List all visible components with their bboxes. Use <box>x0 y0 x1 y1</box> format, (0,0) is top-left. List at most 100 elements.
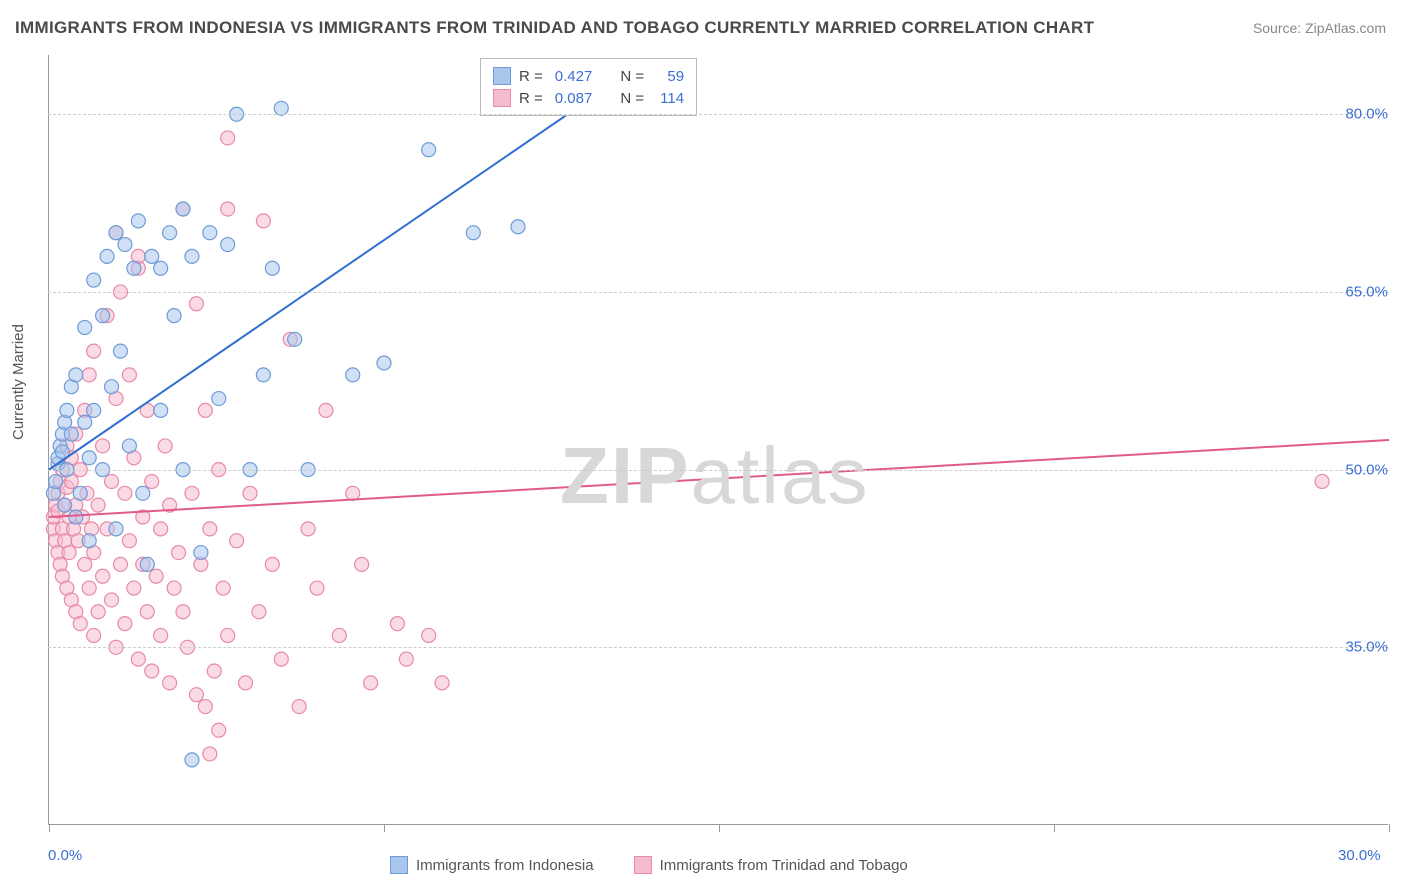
data-point <box>265 261 279 275</box>
data-point <box>69 510 83 524</box>
data-point <box>207 664 221 678</box>
data-point <box>60 403 74 417</box>
xtick-mark <box>49 824 50 832</box>
data-point <box>216 581 230 595</box>
data-point <box>109 522 123 536</box>
gridline-h <box>48 292 1388 293</box>
data-point <box>82 368 96 382</box>
data-point <box>198 700 212 714</box>
data-point <box>355 557 369 571</box>
data-point <box>189 688 203 702</box>
data-point <box>332 628 346 642</box>
xtick-mark <box>384 824 385 832</box>
data-point <box>194 546 208 560</box>
data-point <box>203 226 217 240</box>
data-point <box>87 273 101 287</box>
data-point <box>118 238 132 252</box>
data-point <box>435 676 449 690</box>
data-point <box>73 617 87 631</box>
data-point <box>212 723 226 737</box>
gridline-h <box>48 114 1388 115</box>
data-point <box>64 427 78 441</box>
data-point <box>145 664 159 678</box>
data-point <box>96 569 110 583</box>
data-point <box>118 617 132 631</box>
data-point <box>256 214 270 228</box>
data-point <box>172 546 186 560</box>
xtick-mark <box>719 824 720 832</box>
data-point <box>203 522 217 536</box>
data-point <box>163 676 177 690</box>
legend-n-value: 114 <box>656 90 684 107</box>
ytick-label: 80.0% <box>1345 106 1388 123</box>
data-point <box>58 498 72 512</box>
data-point <box>96 309 110 323</box>
data-point <box>346 486 360 500</box>
data-point <box>105 474 119 488</box>
data-point <box>176 202 190 216</box>
trend-line <box>49 440 1389 517</box>
legend-n-label: N = <box>620 90 644 107</box>
data-point <box>91 605 105 619</box>
data-point <box>118 486 132 500</box>
data-point <box>131 214 145 228</box>
gridline-h <box>48 647 1388 648</box>
data-point <box>185 249 199 263</box>
legend-swatch <box>493 89 511 107</box>
data-point <box>140 557 154 571</box>
data-point <box>131 652 145 666</box>
data-point <box>105 593 119 607</box>
data-point <box>466 226 480 240</box>
data-point <box>422 628 436 642</box>
data-point <box>511 220 525 234</box>
data-point <box>198 403 212 417</box>
data-point <box>221 131 235 145</box>
data-point <box>265 557 279 571</box>
data-point <box>122 368 136 382</box>
data-point <box>185 753 199 767</box>
data-point <box>96 439 110 453</box>
scatter-svg <box>49 55 1388 824</box>
data-point <box>82 581 96 595</box>
xtick-label: 30.0% <box>1338 847 1381 864</box>
legend-item: Immigrants from Trinidad and Tobago <box>634 856 908 874</box>
data-point <box>167 309 181 323</box>
data-point <box>105 380 119 394</box>
legend-swatch <box>390 856 408 874</box>
data-point <box>310 581 324 595</box>
data-point <box>122 439 136 453</box>
data-point <box>364 676 378 690</box>
data-point <box>243 486 257 500</box>
plot-area <box>48 55 1388 825</box>
data-point <box>399 652 413 666</box>
legend-stat-row: R =0.427N =59 <box>493 65 684 87</box>
legend-r-label: R = <box>519 68 543 85</box>
xtick-mark <box>1389 824 1390 832</box>
data-point <box>176 605 190 619</box>
data-point <box>122 534 136 548</box>
ytick-label: 50.0% <box>1345 461 1388 478</box>
data-point <box>145 249 159 263</box>
data-point <box>154 403 168 417</box>
legend-series-name: Immigrants from Indonesia <box>416 857 594 874</box>
xtick-mark <box>1054 824 1055 832</box>
legend-r-value: 0.087 <box>555 90 593 107</box>
data-point <box>154 628 168 642</box>
data-point <box>91 498 105 512</box>
legend-n-label: N = <box>620 68 644 85</box>
data-point <box>127 261 141 275</box>
ytick-label: 65.0% <box>1345 283 1388 300</box>
data-point <box>189 297 203 311</box>
data-point <box>136 486 150 500</box>
gridline-h <box>48 470 1388 471</box>
data-point <box>185 486 199 500</box>
source-label: Source: ZipAtlas.com <box>1253 20 1386 36</box>
data-point <box>239 676 253 690</box>
legend-item: Immigrants from Indonesia <box>390 856 594 874</box>
data-point <box>82 534 96 548</box>
data-point <box>422 143 436 157</box>
data-point <box>109 226 123 240</box>
data-point <box>346 368 360 382</box>
data-point <box>274 101 288 115</box>
data-point <box>87 628 101 642</box>
